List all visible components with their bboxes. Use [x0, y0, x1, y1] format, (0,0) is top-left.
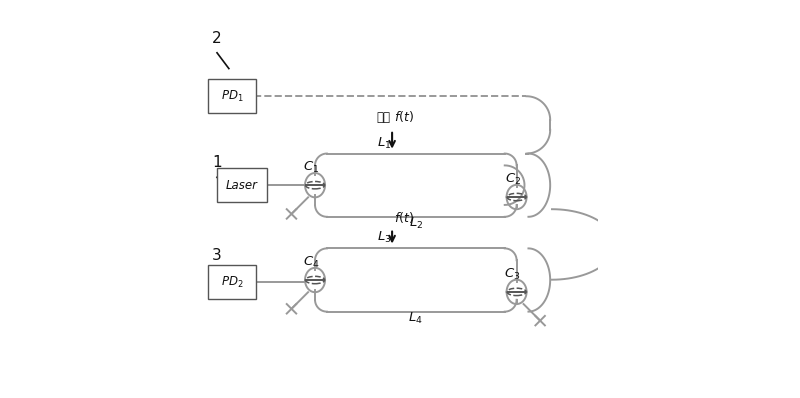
Text: 1: 1: [212, 155, 222, 170]
Text: $C_3$: $C_3$: [505, 267, 521, 282]
Text: Laser: Laser: [226, 179, 258, 192]
FancyBboxPatch shape: [218, 168, 266, 202]
Text: $f(t)$: $f(t)$: [394, 109, 414, 124]
Text: $C_2$: $C_2$: [505, 172, 521, 187]
Text: $L_4$: $L_4$: [409, 310, 423, 326]
Text: $f(t)$: $f(t)$: [394, 210, 414, 225]
FancyBboxPatch shape: [208, 265, 256, 299]
FancyBboxPatch shape: [208, 80, 256, 113]
Text: 3: 3: [212, 248, 222, 263]
Text: $L_1$: $L_1$: [377, 135, 391, 150]
Text: $PD_2$: $PD_2$: [221, 275, 243, 290]
Text: 扰动: 扰动: [376, 111, 390, 124]
Text: $L_3$: $L_3$: [377, 230, 391, 246]
Text: $C_4$: $C_4$: [302, 255, 319, 270]
Text: $L_2$: $L_2$: [409, 216, 423, 231]
Text: $C_1$: $C_1$: [303, 160, 319, 176]
Text: $PD_1$: $PD_1$: [221, 89, 243, 104]
Text: 2: 2: [212, 31, 222, 46]
